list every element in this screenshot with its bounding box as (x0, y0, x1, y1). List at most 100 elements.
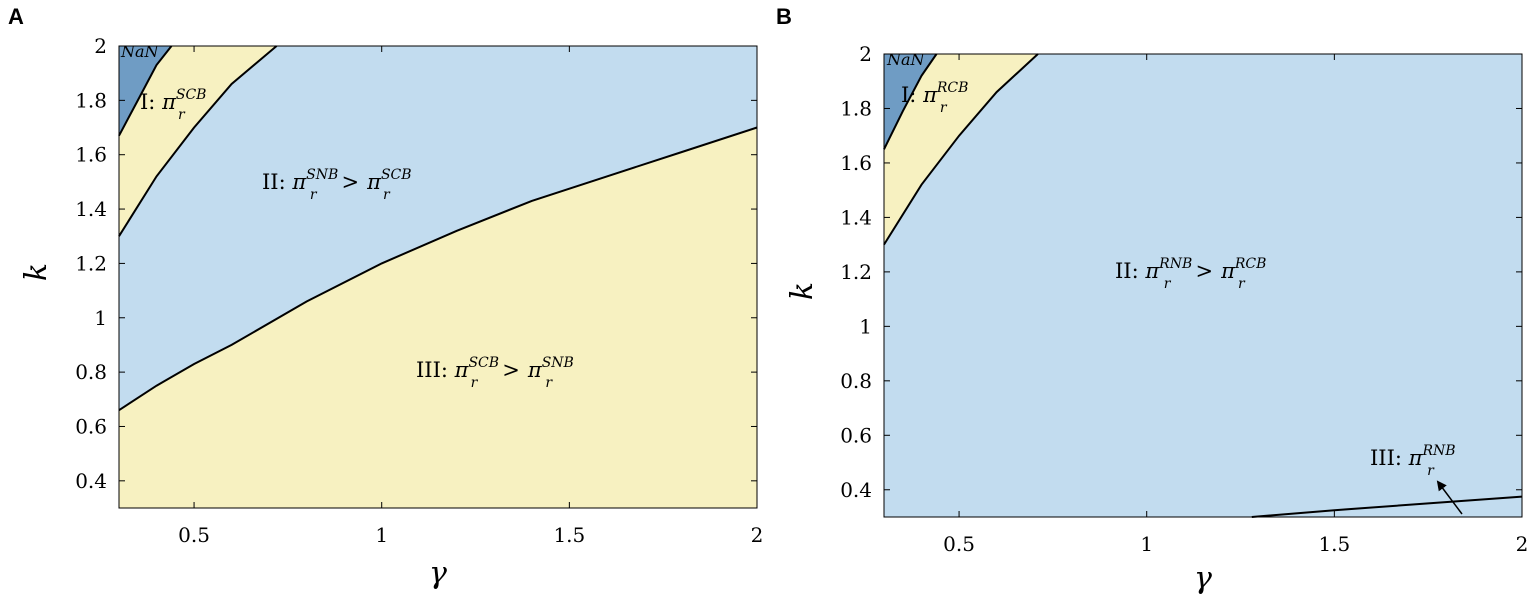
space (1139, 259, 1146, 283)
panel-letter: A (8, 4, 24, 29)
y-tick-label: 2 (94, 34, 107, 58)
region-prefix: II: (1115, 259, 1139, 283)
region-nan-fill (119, 46, 172, 136)
x-tick-label: 2 (751, 523, 764, 547)
y-tick-label: 1.2 (75, 251, 107, 275)
region-label-II: II: πSNB r> πSCB r (262, 167, 412, 203)
operator: > (1195, 259, 1213, 283)
subscript: r (940, 100, 948, 116)
panel-letter: B (776, 4, 792, 29)
x-tick-label: 1.5 (553, 523, 585, 547)
region-label-nan: NaN (120, 42, 160, 61)
region-prefix: III: (1370, 446, 1402, 470)
plot-area (883, 53, 1523, 518)
x-tick-label: 1 (1140, 532, 1153, 556)
y-tick-label: 0.8 (75, 360, 107, 384)
space (155, 90, 162, 114)
y-tick-label: 1.8 (75, 88, 107, 112)
region-prefix: I: (140, 90, 155, 114)
region-I-fill (119, 46, 277, 237)
y-tick-label: 0.4 (840, 478, 872, 502)
subscript: r (1164, 276, 1172, 292)
plot-frame (883, 53, 1523, 518)
panel-A: A 0.5 1 1.5 2 0.4 0.6 0.8 1 1.2 1.4 1.6 1.8 2 γ k NaN I: … (8, 4, 763, 591)
pi-symbol: π (1408, 446, 1424, 470)
subscript: r (545, 375, 553, 391)
superscript: RNB (1158, 256, 1192, 272)
boundary-line-region-III-edge (1251, 495, 1523, 518)
subscript: r (383, 187, 391, 203)
region-nan-fill (884, 54, 937, 150)
pi-symbol: π (454, 358, 470, 382)
y-tick-label: 0.8 (840, 369, 872, 393)
y-tick-label: 2 (859, 42, 872, 66)
y-tick-label: 1.6 (75, 143, 107, 167)
x-tick-label: 1 (375, 523, 388, 547)
y-tick-label: 1 (859, 314, 872, 338)
superscript: RCB (1234, 256, 1267, 272)
pi-symbol: π (291, 170, 307, 194)
boundary-line-nan-edge (883, 53, 938, 150)
boundary-line-region-I-upper-edge (118, 45, 278, 237)
pi-symbol: π (1220, 259, 1236, 283)
pi-symbol: π (161, 90, 177, 114)
region-label-I: I: πRCB r (901, 80, 968, 116)
superscript: SCB (381, 167, 412, 183)
y-tick-label: 1.2 (840, 260, 872, 284)
superscript: RCB (936, 80, 969, 96)
region-label-II: II: πRNB r> πRCB r (1115, 256, 1266, 292)
superscript: RNB (1421, 443, 1455, 459)
superscript: SNB (306, 167, 338, 183)
superscript: SCB (176, 87, 207, 103)
subscript: r (310, 187, 318, 203)
subscript: r (178, 107, 186, 123)
region-label-III: III: πSCB r> πSNB r (416, 355, 574, 391)
superscript: SNB (542, 355, 574, 371)
y-axis-label: k (785, 282, 820, 300)
x-tick-label: 0.5 (178, 523, 210, 547)
y-tick-label: 1.6 (840, 151, 872, 175)
x-tick-label: 0.5 (943, 532, 975, 556)
y-tick-label: 0.6 (840, 423, 872, 447)
plot-frame (118, 45, 758, 509)
y-axis-label: k (19, 263, 54, 281)
space (916, 83, 923, 107)
space (1402, 446, 1409, 470)
y-tick-label: 0.4 (75, 469, 107, 493)
operator: > (342, 170, 360, 194)
space (448, 358, 455, 382)
region-label-III: III: πRNB r (1370, 443, 1456, 479)
boundary-line-region-I-upper-edge (883, 53, 1039, 246)
x-axis-label: γ (1194, 561, 1212, 596)
x-axis-label: γ (429, 556, 447, 591)
superscript: SCB (468, 355, 499, 371)
region-III-arrow (1436, 480, 1463, 515)
region-prefix: III: (416, 358, 448, 382)
subscript: r (1427, 463, 1435, 479)
region-II-fill (119, 46, 757, 411)
y-tick-label: 1.4 (840, 205, 872, 229)
subscript: r (1238, 276, 1246, 292)
pi-symbol: π (527, 358, 543, 382)
boundary-line-nan-edge (118, 45, 173, 137)
boundary-line-region-II-lower-edge (118, 126, 758, 412)
operator: > (502, 358, 520, 382)
y-tick-label: 1.8 (840, 96, 872, 120)
region-label-nan: NaN (886, 50, 926, 69)
space (286, 170, 293, 194)
region-II-fill (884, 54, 1522, 517)
subscript: r (471, 375, 479, 391)
x-tick-label: 1.5 (1318, 532, 1350, 556)
pi-symbol: π (922, 83, 938, 107)
panel-B: B 0.5 1 1.5 2 0.4 0.6 0.8 1 1.2 1.4 1.6 1.8 2 γ k NaN I: … (776, 4, 1528, 596)
y-tick-label: 0.6 (75, 414, 107, 438)
pi-symbol: π (366, 170, 382, 194)
x-tick-label: 2 (1516, 532, 1529, 556)
region-prefix: I: (901, 83, 916, 107)
y-tick-label: 1 (94, 306, 107, 330)
y-tick-label: 1.4 (75, 197, 107, 221)
plot-area (118, 45, 758, 508)
region-label-I: I: πSCB r (140, 87, 206, 123)
region-prefix: II: (262, 170, 286, 194)
